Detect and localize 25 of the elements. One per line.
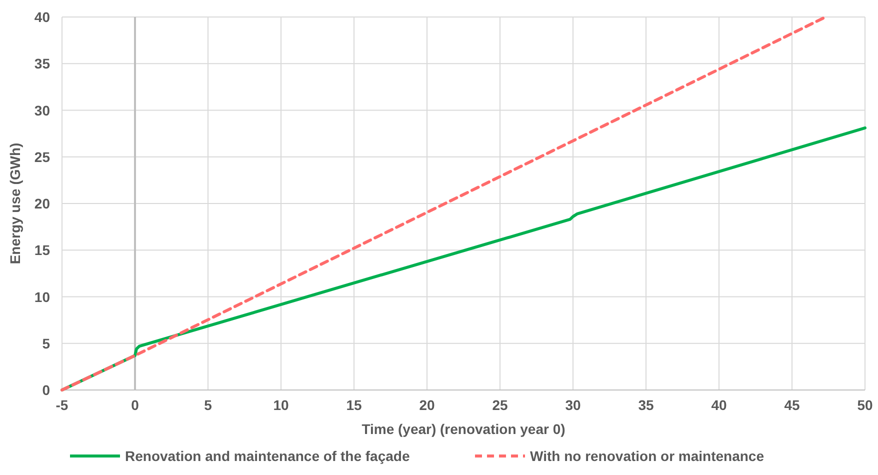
x-tick-label: 25 xyxy=(492,397,508,413)
y-axis-title: Energy use (GWh) xyxy=(7,142,23,264)
x-tick-label: 40 xyxy=(711,397,727,413)
x-tick-label: -5 xyxy=(56,397,68,413)
x-tick-label: 45 xyxy=(784,397,800,413)
y-tick-label: 10 xyxy=(34,288,50,305)
x-tick-label: 30 xyxy=(565,397,581,413)
x-tick-label: 20 xyxy=(419,397,435,413)
x-tick-label: 5 xyxy=(204,397,212,413)
y-tick-label: 40 xyxy=(34,9,50,25)
legend-label: With no renovation or maintenance xyxy=(530,448,764,464)
x-tick-label: 50 xyxy=(857,397,873,413)
x-tick-label: 10 xyxy=(273,397,289,413)
y-tick-label: 20 xyxy=(34,196,50,212)
x-tick-label: 35 xyxy=(638,397,654,413)
x-axis-title: Time (year) (renovation year 0) xyxy=(362,421,566,437)
y-tick-label: 25 xyxy=(34,148,50,165)
y-tick-label: 5 xyxy=(42,335,50,352)
y-tick-label: 35 xyxy=(34,56,50,72)
x-tick-label: 15 xyxy=(346,397,362,413)
legend-label: Renovation and maintenance of the façade xyxy=(125,448,410,464)
y-tick-label: 15 xyxy=(34,242,50,258)
x-tick-label: 0 xyxy=(131,397,140,413)
y-tick-label: 30 xyxy=(34,102,50,118)
y-tick-label: 0 xyxy=(42,382,50,398)
